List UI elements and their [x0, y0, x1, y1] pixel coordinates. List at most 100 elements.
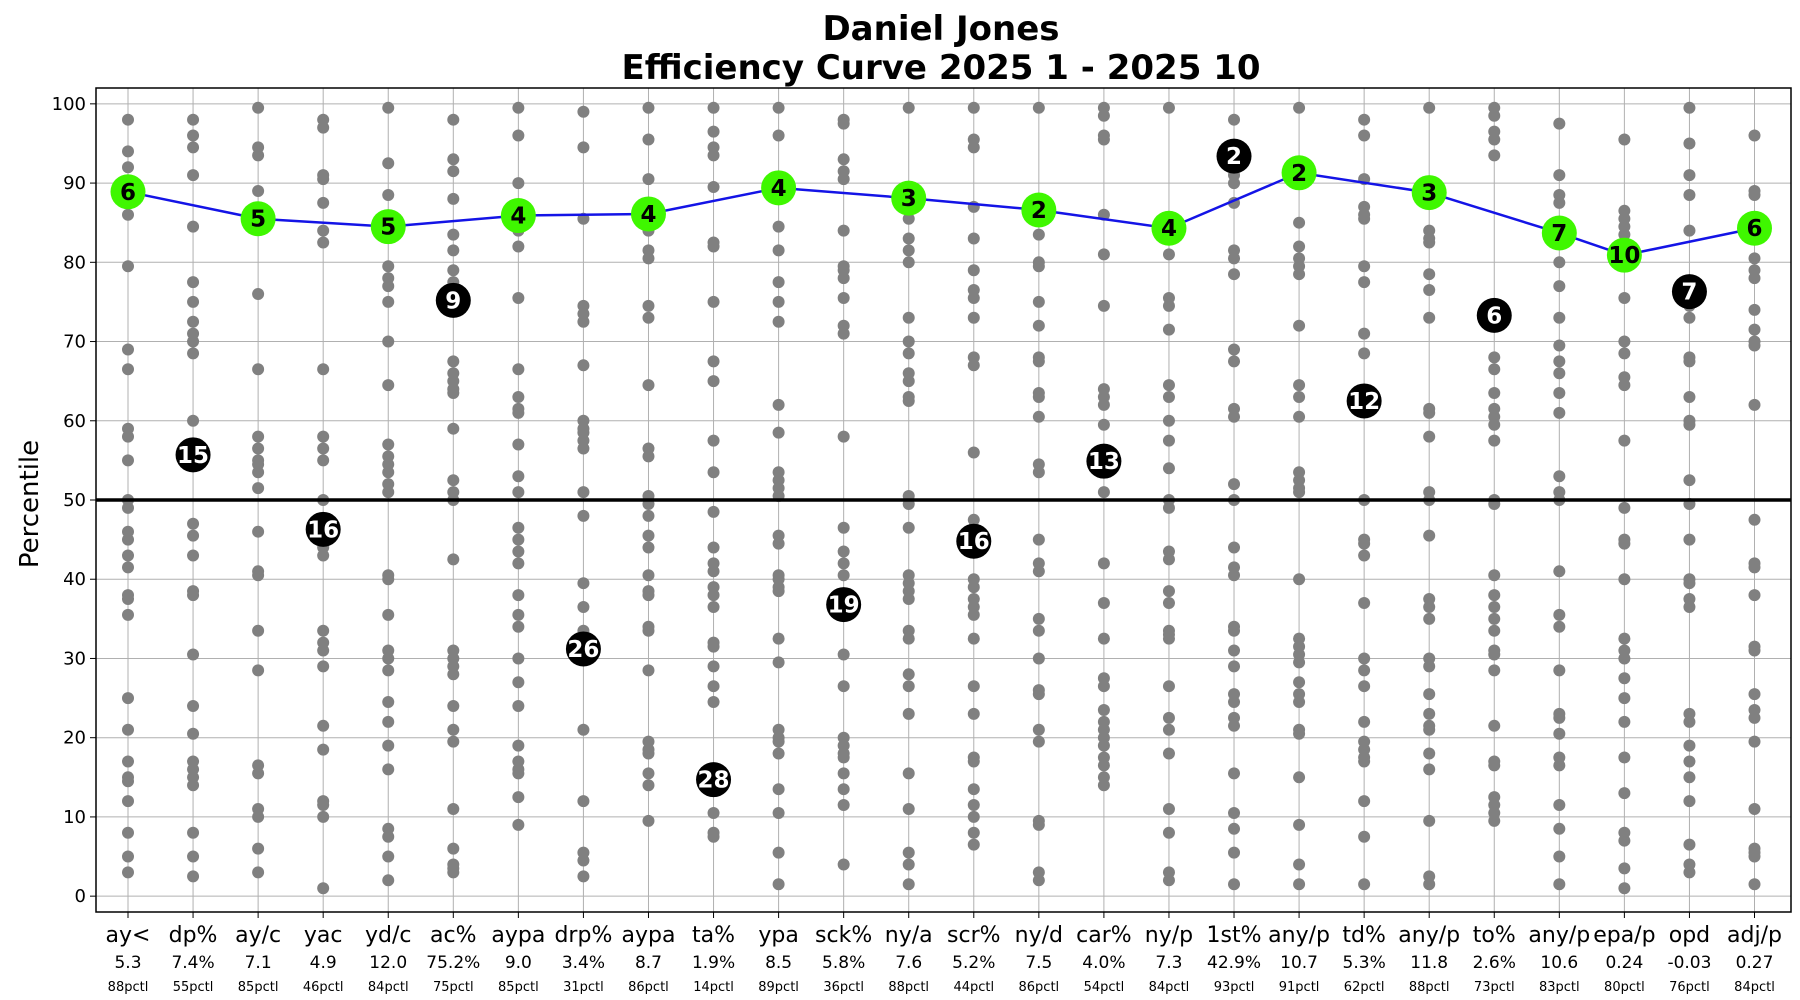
background-dot	[187, 169, 200, 182]
background-dot	[122, 723, 134, 736]
background-dot	[382, 466, 395, 479]
background-dot	[1228, 541, 1241, 554]
background-dot	[1488, 351, 1501, 364]
background-dot	[252, 101, 265, 114]
background-dot	[1228, 719, 1241, 732]
background-dot	[1293, 410, 1306, 423]
background-dot	[642, 252, 655, 265]
background-dot	[1293, 696, 1306, 709]
background-dot	[837, 751, 850, 764]
background-dot	[772, 101, 785, 114]
background-dot	[1553, 664, 1566, 677]
background-dot	[1618, 291, 1631, 304]
rank-marker	[1216, 138, 1252, 174]
background-dot	[577, 600, 590, 613]
category-label: dp%	[169, 923, 218, 948]
background-dot	[1032, 652, 1045, 665]
percentile-label: 84pctl	[1734, 980, 1775, 995]
background-dot	[902, 846, 915, 859]
background-dot	[447, 153, 460, 166]
background-dot	[317, 224, 330, 237]
background-dot	[1683, 577, 1696, 590]
background-dot	[447, 355, 460, 368]
background-dot	[1097, 557, 1110, 570]
background-dot	[187, 335, 200, 348]
background-dot	[642, 747, 655, 760]
background-dot	[1097, 632, 1110, 645]
background-dot	[382, 438, 395, 451]
background-dot	[447, 735, 460, 748]
percentile-label: 88pctl	[1409, 980, 1450, 995]
background-dot	[187, 129, 200, 142]
percentile-label: 88pctl	[108, 980, 149, 995]
background-dot	[1032, 355, 1045, 368]
background-dot	[512, 240, 525, 253]
background-dot	[902, 212, 915, 225]
background-dot	[1358, 260, 1371, 273]
background-dot	[1162, 391, 1175, 403]
background-dot	[1162, 299, 1175, 312]
rank-marker	[1151, 210, 1187, 246]
stat-value-label: 5.8%	[822, 953, 865, 973]
category-labels-layer: ay< 5.3 88pctl dp% 7.4% 55pctl ay/c 7.1 85pctl ya…	[106, 923, 1782, 995]
background-dot	[382, 874, 395, 887]
background-dot	[317, 454, 330, 467]
background-dot	[1488, 434, 1501, 447]
stat-value-label: -0.03	[1667, 953, 1711, 973]
background-dot	[772, 747, 785, 760]
background-dot	[1618, 537, 1631, 550]
background-dot	[512, 391, 525, 403]
background-dot	[1618, 133, 1631, 146]
background-dot	[1488, 418, 1501, 431]
background-dot	[772, 806, 785, 819]
background-dot	[1423, 430, 1436, 443]
background-dot	[642, 101, 655, 114]
category-label: yac	[304, 923, 343, 948]
background-dot	[447, 228, 460, 241]
background-dot	[447, 723, 460, 736]
background-dot	[1032, 319, 1045, 332]
percentile-line-layer	[127, 171, 1755, 257]
background-dot	[1358, 327, 1371, 340]
category-label: ay<	[106, 923, 151, 948]
background-dot	[252, 569, 265, 582]
background-dot	[317, 624, 330, 637]
percentile-curve-line	[127, 171, 1755, 257]
y-tick-label: 20	[63, 728, 86, 749]
background-dot	[967, 783, 980, 796]
rank-marker	[370, 209, 406, 245]
category-label: adj/p	[1727, 923, 1782, 948]
background-dot	[902, 394, 915, 407]
y-tick-label: 30	[63, 648, 86, 669]
background-dot	[707, 355, 720, 368]
background-dot	[122, 145, 134, 158]
background-dot	[122, 113, 134, 126]
background-dot	[512, 486, 525, 499]
background-dot	[902, 632, 915, 645]
rank-label: 4	[510, 204, 526, 230]
background-dot	[1097, 133, 1110, 146]
background-dot	[512, 791, 525, 804]
background-dot	[577, 486, 590, 499]
rank-marker	[1411, 175, 1447, 211]
background-dot	[512, 101, 525, 114]
background-dot	[772, 129, 785, 142]
background-dot	[642, 311, 655, 324]
background-dot	[1228, 624, 1241, 637]
rank-label: 5	[250, 207, 266, 233]
background-dot	[772, 585, 785, 598]
background-dot	[382, 608, 395, 621]
background-dot	[1162, 711, 1175, 724]
background-dot	[967, 632, 980, 645]
category-label: yd/c	[365, 923, 412, 948]
background-dot	[1032, 565, 1045, 578]
background-dot	[382, 260, 395, 273]
background-dot	[967, 232, 980, 245]
background-dot	[772, 537, 785, 550]
background-dot	[1553, 470, 1566, 483]
background-dot	[1228, 569, 1241, 582]
background-dot	[1358, 549, 1371, 562]
background-dot	[642, 509, 655, 522]
background-dot	[317, 173, 330, 186]
background-dot	[317, 430, 330, 443]
